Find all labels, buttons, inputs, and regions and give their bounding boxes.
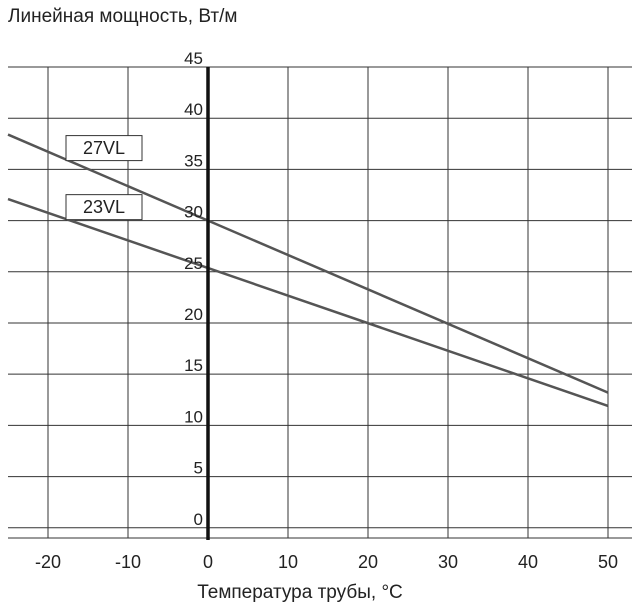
series-label-23vl: 23VL — [83, 197, 125, 217]
x-axis-label: Температура трубы, °C — [197, 582, 403, 603]
x-tick-label: 10 — [278, 552, 298, 572]
tick-labels: 0 5 10 15 20 25 30 35 40 45 -20 -10 0 10 20 30 40 50 — [35, 49, 618, 572]
y-tick-label: 35 — [184, 151, 203, 170]
y-tick-label: 0 — [194, 510, 203, 529]
y-tick-label: 40 — [184, 100, 203, 119]
y-tick-label: 10 — [184, 407, 203, 426]
series-labels: 27VL 23VL — [65, 135, 143, 221]
chart-title: Линейная мощность, Вт/м — [8, 6, 237, 27]
y-tick-label: 20 — [184, 305, 203, 324]
x-tick-label: 30 — [438, 552, 458, 572]
y-tick-label: 25 — [184, 254, 203, 273]
series-line-23vl — [7, 197, 609, 408]
y-tick-label: 30 — [184, 203, 203, 222]
series-label-27vl: 27VL — [83, 138, 125, 158]
x-tick-label: -10 — [115, 552, 141, 572]
x-tick-label: -20 — [35, 552, 61, 572]
x-tick-label: 20 — [358, 552, 378, 572]
series-line-27vl — [7, 133, 609, 394]
y-tick-label: 45 — [184, 49, 203, 68]
series-lines — [7, 133, 609, 408]
x-tick-label: 0 — [203, 552, 213, 572]
y-tick-label: 5 — [194, 459, 203, 478]
grid — [8, 66, 632, 539]
series-label-box-27vl — [65, 135, 143, 162]
series-label-box-23vl — [65, 194, 143, 221]
x-tick-label: 50 — [598, 552, 618, 572]
y-tick-label: 15 — [184, 356, 203, 375]
x-tick-label: 40 — [518, 552, 538, 572]
